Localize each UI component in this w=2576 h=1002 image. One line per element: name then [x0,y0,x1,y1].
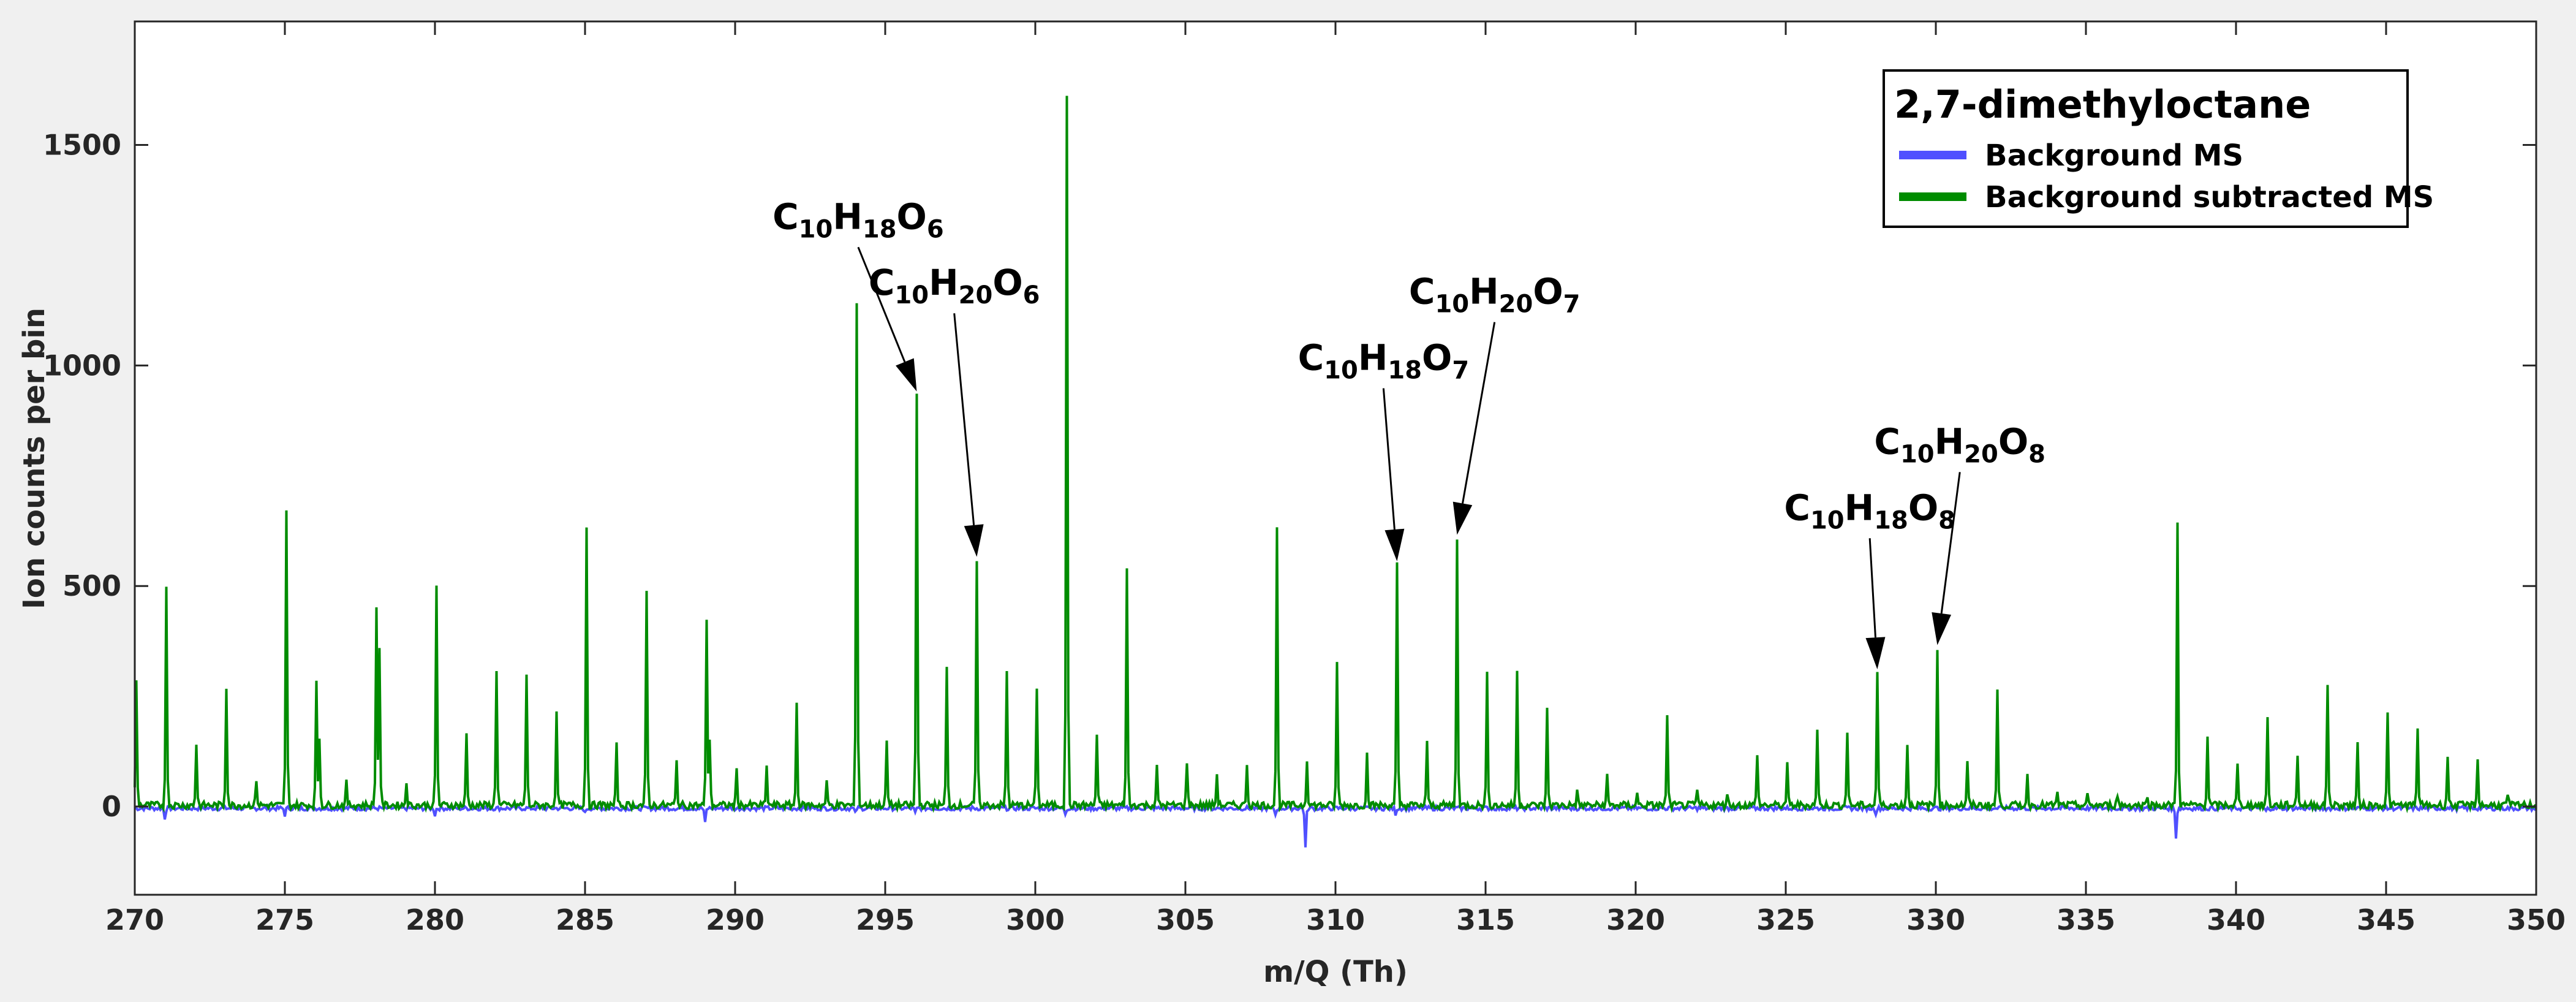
annotation-arrow-head [1452,501,1473,535]
series-line-background-ms [134,802,2537,848]
x-tick-label: 280 [406,903,464,936]
x-tick-label: 295 [856,903,915,936]
annotation-arrow-line [857,246,906,363]
annotation-arrow-line [1868,538,1876,638]
legend: 2,7-dimethyloctane Background MS Backgro… [1883,69,2434,228]
annotation-arrow-line [1940,472,1961,614]
peak-annotation-0: C10H18O6 [772,195,944,392]
annotation-formula: C10H18O6 [772,195,944,243]
annotation-arrow-line [1462,322,1496,504]
annotation-formula: C10H18O8 [1784,487,1955,534]
formula-subscript: 10 [894,281,929,309]
formula-subscript: 10 [1435,290,1469,319]
y-tick-label: 1500 [43,129,121,162]
x-tick-label: 350 [2507,903,2566,936]
x-tick-label: 305 [1156,903,1215,936]
x-tick-label: 315 [1456,903,1515,936]
formula-element: C [1874,420,1900,462]
y-axis-label: Ion counts per bin [17,308,51,609]
formula-subscript: 18 [1874,506,1908,534]
x-tick-label: 285 [556,903,614,936]
formula-element: H [929,262,959,303]
formula-element: O [1908,487,1938,528]
formula-element: C [869,262,895,303]
annotation-arrow-line [1382,388,1396,530]
formula-element: C [1409,271,1435,313]
formula-subscript: 10 [799,215,833,243]
x-tick-label: 325 [1756,903,1815,936]
annotation-arrow-head [1932,612,1952,645]
x-tick-label: 290 [706,903,765,936]
formula-subscript: 20 [959,281,993,309]
x-tick-label: 310 [1306,903,1365,936]
annotation-layer: C10H18O6C10H20O6C10H18O7C10H20O7C10H18O8… [772,195,2045,670]
formula-element: H [1469,271,1499,313]
formula-subscript: 7 [1563,290,1581,319]
formula-subscript: 6 [927,215,944,243]
formula-element: H [1845,487,1875,528]
legend-box [1883,69,2409,228]
x-tick-label: 345 [2357,903,2415,936]
x-tick-label: 340 [2207,903,2265,936]
legend-label-background-ms: Background MS [1985,139,2243,173]
annotation-arrow-head [964,524,984,557]
formula-subscript: 10 [1900,440,1935,468]
formula-element: O [992,262,1022,303]
annotation-arrow-head [1384,528,1405,561]
annotation-arrow-head [896,358,917,392]
formula-element: H [833,195,863,237]
formula-element: O [1533,271,1563,313]
peak-annotation-3: C10H20O7 [1409,271,1581,535]
formula-element: C [772,195,799,237]
formula-subscript: 10 [1324,357,1358,385]
formula-subscript: 10 [1810,506,1845,534]
formula-subscript: 6 [1023,281,1040,309]
x-tick-label: 330 [1906,903,1965,936]
annotation-formula: C10H20O7 [1409,271,1581,319]
y-tick-label: 1000 [43,349,121,382]
formula-subscript: 20 [1499,290,1533,319]
formula-element: H [1358,337,1388,379]
x-tick-label: 270 [105,903,164,936]
annotation-arrow-head [1865,637,1886,670]
formula-element: O [1998,420,2028,462]
peak-annotation-5: C10H20O8 [1874,420,2045,645]
annotation-formula: C10H20O8 [1874,420,2045,468]
y-tick-label: 0 [102,790,121,823]
x-tick-label: 320 [1606,903,1665,936]
peak-annotation-2: C10H18O7 [1298,337,1470,561]
annotation-formula: C10H20O6 [869,262,1040,309]
peak-annotation-1: C10H20O6 [869,262,1040,557]
annotation-formula: C10H18O7 [1298,337,1470,385]
x-tick-label: 335 [2057,903,2115,936]
series-layer [134,96,2537,848]
formula-subscript: 8 [2028,440,2045,468]
formula-subscript: 18 [1388,357,1422,385]
formula-element: C [1298,337,1324,379]
x-tick-label: 300 [1006,903,1065,936]
x-axis-label: m/Q (Th) [1263,955,1408,989]
series-line-background-subtracted-ms [134,96,2537,814]
legend-title: 2,7-dimethyloctane [1894,82,2311,127]
axes-layer: 270 275 280 285 290 295 300 305 310 315 320 325 330 3… [43,20,2566,936]
formula-element: H [1935,420,1965,462]
x-tick-label: 275 [255,903,314,936]
formula-element: O [897,195,927,237]
formula-subscript: 20 [1964,440,1998,468]
peak-annotation-4: C10H18O8 [1784,487,1955,670]
annotation-arrow-line [953,313,975,525]
formula-element: C [1784,487,1810,528]
y-tick-label: 500 [62,569,121,602]
legend-label-background-subtracted-ms: Background subtracted MS [1985,180,2434,214]
formula-subscript: 7 [1452,357,1469,385]
formula-element: O [1422,337,1452,379]
formula-subscript: 18 [863,215,897,243]
